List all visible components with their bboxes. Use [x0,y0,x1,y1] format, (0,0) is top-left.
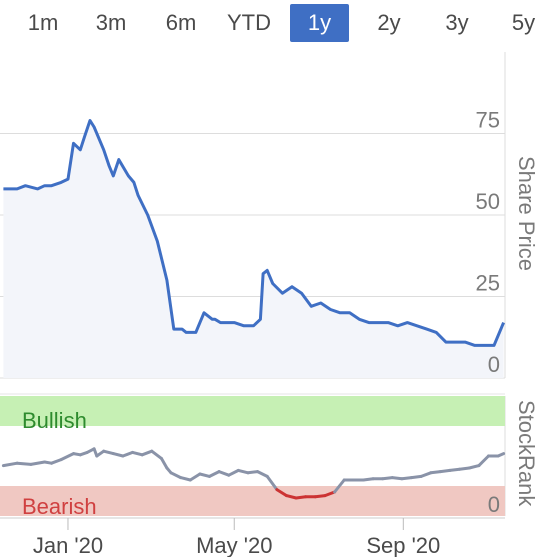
price-y-tick-label: 0 [488,352,500,377]
stockrank-segment [438,468,452,474]
stockrank-segment [102,449,115,456]
bearish-label: Bearish [22,494,97,519]
stockrank-segment [111,452,125,458]
stockrank-segment [217,470,231,477]
bearish-zone [0,486,505,516]
x-axis-ticks: Jan '20 May '20 Sep '20 [33,518,440,557]
stockrank-segment [140,449,154,457]
stockrank-segment [419,471,433,478]
stockrank-segment [496,452,506,458]
stockrank-segment [50,458,63,465]
stockrank-segment [150,449,163,460]
stockrank-segment [198,472,211,478]
tab-1y[interactable]: 1y [290,4,349,42]
stockrank-segment [429,470,442,475]
price-area-fill [3,120,504,378]
stockrank-axis-title: StockRank [514,400,539,507]
stockrank-segment [246,470,260,475]
stockrank-segment [15,461,33,466]
stockrank-segment [159,456,169,470]
stockrank-series [1,447,506,500]
x-tick-label: Jan '20 [33,533,103,557]
stockrank-segment [361,477,375,482]
tab-1m[interactable]: 1m [27,10,59,35]
stockrank-segment [381,476,394,481]
price-y-tick-label: 75 [476,108,500,133]
stockrank-segment [467,464,481,470]
stockrank-segment [390,476,404,481]
stockrank-segment [1,461,19,468]
tab-ytd[interactable]: YTD [227,10,271,35]
stockrank-segment [179,476,192,482]
share-price-axis-title: Share Price [514,156,539,271]
stockrank-segment [448,467,462,472]
x-tick-label: May '20 [196,533,272,557]
stockrank-segment [121,450,135,458]
stockrank-segment [169,471,183,480]
tab-3y[interactable]: 3y [445,10,469,35]
range-tabs: 1m 3m 6m YTD 1y 2y 3y 5y [0,0,547,46]
stockrank-zero-label: 0 [488,492,500,517]
tab-5y[interactable]: 5y [511,10,536,35]
stockrank-segment [285,494,298,500]
stockrank-segment [333,478,346,494]
price-y-tick-label: 25 [476,271,500,296]
stockrank-segment [29,460,47,466]
stockrank-segment [131,450,144,457]
stockrank-segment [294,495,308,500]
stockrank-segment [208,470,221,478]
stockrank-segment [275,488,288,498]
price-series-line [3,119,505,347]
stockrank-segment [477,454,490,468]
stockrank-segment [256,470,269,478]
tab-2y[interactable]: 2y [377,10,401,35]
bullish-label: Bullish [22,408,87,433]
price-y-tick-label: 50 [476,189,500,214]
stockrank-segment [59,452,75,462]
bullish-zone [0,396,505,426]
stockrank-segment [188,472,202,482]
x-tick-label: Sep '20 [366,533,440,557]
stockrank-segment [458,466,471,471]
tab-3m[interactable]: 3m [95,10,127,35]
stockrank-segment [227,468,240,477]
stockrank-segment [236,468,250,475]
stockrank-segment [323,490,337,498]
stockrank-segment [400,476,413,481]
stockrank-segment [410,474,423,480]
stockrank-segment [313,494,327,499]
price-y-ticks: 0 25 50 75 [476,108,500,378]
stockrank-segment [265,474,279,492]
tab-6m[interactable]: 6m [165,10,197,35]
